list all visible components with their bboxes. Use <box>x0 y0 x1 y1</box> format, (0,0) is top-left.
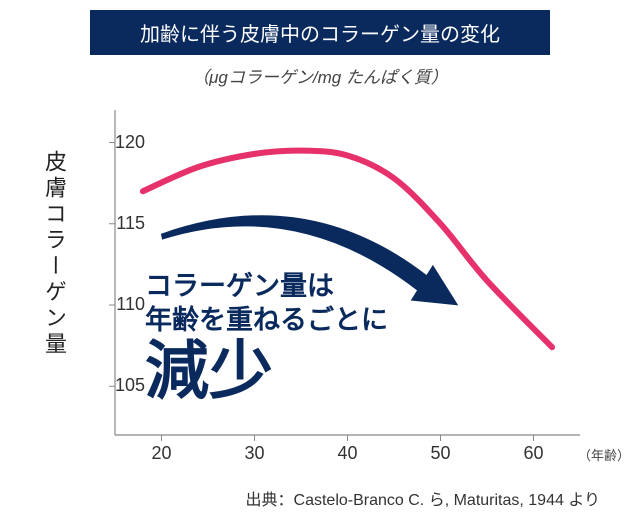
annotation-text: コラーゲン量は 年齢を重ねるごとに 減少 <box>145 270 388 404</box>
chart-subtitle: （μgコラーゲン/mg たんぱく質） <box>0 63 640 88</box>
chart-title: 加齢に伴う皮膚中のコラーゲン量の変化 <box>90 10 550 55</box>
citation: 出典：Castelo-Branco C. ら, Maturitas, 1944 … <box>246 486 600 510</box>
subtitle-prefix: （ <box>192 68 209 87</box>
y-tick-label: 105 <box>105 375 145 396</box>
y-tick-label: 115 <box>105 213 145 234</box>
y-tick-label: 120 <box>105 132 145 153</box>
annotation-line2: 年齢を重ねるごとに <box>145 304 388 338</box>
x-tick-label: 20 <box>142 443 182 464</box>
x-axis-unit: （年齢） <box>578 445 630 464</box>
x-tick-label: 40 <box>328 443 368 464</box>
x-tick-label: 30 <box>235 443 275 464</box>
x-tick-label: 60 <box>514 443 554 464</box>
x-tick-label: 50 <box>421 443 461 464</box>
y-axis-label: 皮膚コラーゲン量 <box>38 150 70 358</box>
subtitle-suffix: ） <box>431 68 448 87</box>
annotation-line1: コラーゲン量は <box>145 270 388 304</box>
y-tick-label: 110 <box>105 294 145 315</box>
subtitle-unit: μgコラーゲン/mg たんぱく質 <box>209 68 431 87</box>
annotation-big: 減少 <box>145 340 388 404</box>
